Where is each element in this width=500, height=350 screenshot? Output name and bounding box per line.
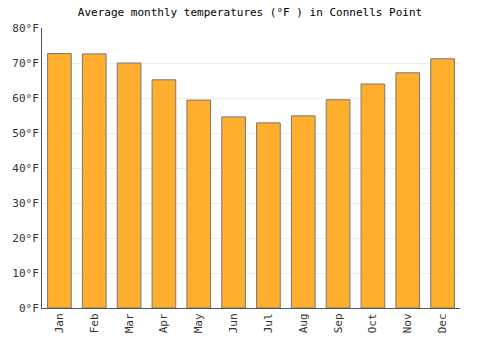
svg-text:30°F: 30°F <box>12 197 39 210</box>
svg-text:Oct: Oct <box>366 313 379 333</box>
svg-text:Sep: Sep <box>332 313 345 333</box>
svg-text:Dec: Dec <box>436 313 449 333</box>
svg-text:Nov: Nov <box>401 313 414 333</box>
svg-text:70°F: 70°F <box>12 57 39 70</box>
svg-text:May: May <box>192 313 205 333</box>
svg-text:80°F: 80°F <box>12 22 39 35</box>
svg-text:Average monthly temperatures (: Average monthly temperatures (°F ) in Co… <box>78 6 422 19</box>
svg-text:Aug: Aug <box>297 313 310 333</box>
svg-text:Mar: Mar <box>123 313 136 333</box>
svg-text:Apr: Apr <box>157 313 170 333</box>
svg-text:0°F: 0°F <box>19 302 39 315</box>
svg-text:40°F: 40°F <box>12 162 39 175</box>
svg-text:10°F: 10°F <box>12 267 39 280</box>
svg-text:Jan: Jan <box>53 313 66 333</box>
svg-text:Feb: Feb <box>88 313 101 333</box>
svg-text:Jul: Jul <box>262 313 275 333</box>
svg-text:Jun: Jun <box>227 313 240 333</box>
svg-text:50°F: 50°F <box>12 127 39 140</box>
svg-text:60°F: 60°F <box>12 92 39 105</box>
svg-text:20°F: 20°F <box>12 232 39 245</box>
